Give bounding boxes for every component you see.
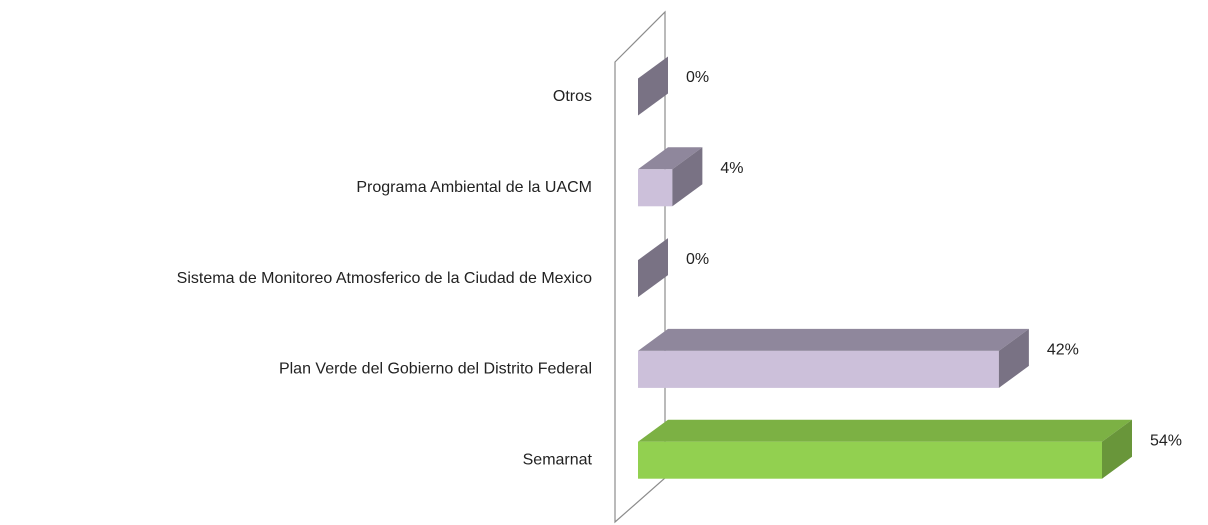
bar-front xyxy=(638,350,999,388)
value-label: 0% xyxy=(686,251,709,268)
value-label: 0% xyxy=(686,69,709,86)
category-label: Sistema de Monitoreo Atmosferico de la C… xyxy=(177,270,592,287)
bar-top xyxy=(638,147,703,170)
category-label: Semarnat xyxy=(523,451,593,468)
value-label: 4% xyxy=(720,160,743,177)
bar-front xyxy=(638,169,673,207)
value-label: 42% xyxy=(1047,342,1079,359)
bar-top xyxy=(638,328,1029,351)
bar-top xyxy=(638,419,1132,442)
bar-side xyxy=(638,56,668,116)
bar-front xyxy=(638,441,1102,479)
category-label: Plan Verde del Gobierno del Distrito Fed… xyxy=(279,361,592,378)
bar-side xyxy=(998,328,1029,388)
bar xyxy=(638,419,1132,479)
bar xyxy=(638,328,1029,388)
bar-side xyxy=(672,147,703,207)
category-label: Programa Ambiental de la UACM xyxy=(356,179,592,196)
category-label: Otros xyxy=(553,88,592,105)
bar xyxy=(638,147,703,207)
bar-side xyxy=(638,238,668,298)
bar xyxy=(638,238,668,298)
value-label: 54% xyxy=(1150,432,1182,449)
bar-side xyxy=(1102,419,1132,479)
bar xyxy=(638,56,668,116)
